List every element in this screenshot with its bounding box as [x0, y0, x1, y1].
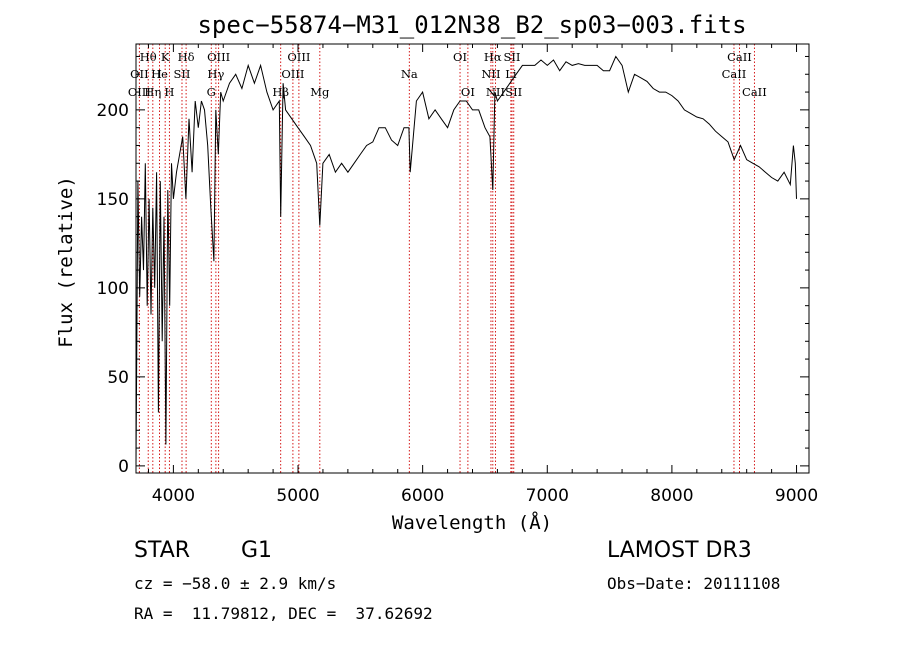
x-tick-label: 6000	[401, 486, 444, 506]
object-class: STAR	[134, 538, 191, 563]
spectral-line-label: SII	[174, 67, 191, 81]
spectral-line-markers	[138, 44, 755, 473]
spectral-line-label: Hα	[484, 50, 502, 64]
spectral-line-label: OIII	[281, 67, 304, 81]
x-tick-label: 9000	[775, 486, 818, 506]
x-axis-label: Wavelength (Å)	[392, 511, 552, 534]
x-tick-label: 8000	[650, 486, 693, 506]
redshift-velocity: cz = −58.0 ± 2.9 km/s	[134, 574, 337, 593]
spectral-line-label: OIII	[287, 50, 310, 64]
x-axis-ticks: 4000 5000 6000 7000 8000 9000	[147, 44, 818, 506]
spectrum-line	[135, 55, 797, 466]
subclass: G1	[241, 538, 273, 563]
spectral-line-label: OI	[453, 50, 467, 64]
x-tick-label: 7000	[526, 486, 569, 506]
spectral-line-label: Na	[401, 67, 418, 81]
spectral-line-label: H	[164, 85, 174, 99]
spectral-line-label: Mg	[310, 85, 330, 99]
y-tick-label: 200	[97, 101, 129, 121]
spectral-line-label: CaII	[742, 85, 767, 99]
spectral-line-label: Hθ	[140, 50, 157, 64]
chart-title: spec−55874−M31_012N38_B2_sp03−003.fits	[197, 11, 746, 39]
spectral-line-label: Hβ	[272, 85, 289, 99]
coordinates: RA = 11.79812, DEC = 37.62692	[134, 604, 433, 623]
y-tick-label: 150	[97, 190, 129, 210]
spectral-line-label: Hδ	[178, 50, 195, 64]
survey-name: LAMOST DR3	[607, 538, 752, 563]
spectral-line-label: K	[161, 50, 170, 64]
y-axis-label: Flux (relative)	[55, 176, 77, 348]
y-tick-label: 0	[118, 457, 129, 477]
y-axis-ticks: 0 50 100 150 200	[97, 55, 809, 477]
spectral-line-label: NII	[481, 67, 500, 81]
spectral-line-label: Li	[505, 67, 517, 81]
spectral-line-label: Hη	[144, 85, 161, 99]
y-tick-label: 100	[97, 279, 129, 299]
spectral-line-label: I	[157, 67, 162, 81]
observation-date: Obs−Date: 20111108	[607, 574, 781, 593]
x-tick-label: 4000	[152, 486, 195, 506]
y-tick-label: 50	[107, 368, 129, 388]
spectral-line-label: NII	[486, 85, 505, 99]
spectral-line-label: He	[151, 67, 168, 81]
x-tick-label: 5000	[276, 486, 319, 506]
spectral-line-label: CaII	[727, 50, 752, 64]
spectral-line-label: OI	[461, 85, 475, 99]
spectral-line-label: CaII	[722, 67, 747, 81]
spectral-line-label: G	[207, 85, 216, 99]
plot-frame	[135, 43, 810, 474]
spectral-line-label: OIII	[207, 50, 230, 64]
spectral-line-label: Hγ	[207, 67, 224, 81]
spectral-line-label: SII	[505, 85, 522, 99]
spectral-line-label: SII	[504, 50, 521, 64]
